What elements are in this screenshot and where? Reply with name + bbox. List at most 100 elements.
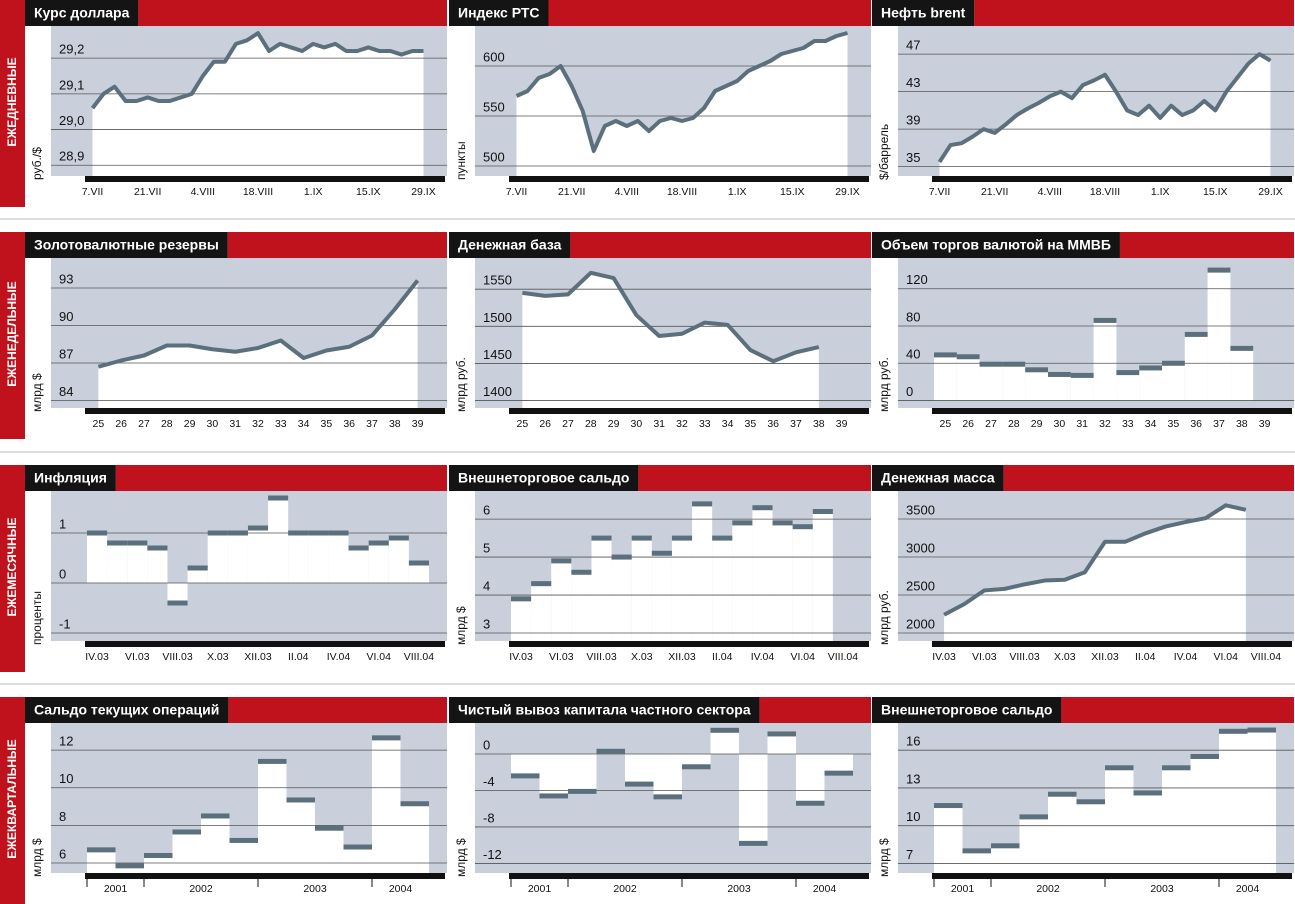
bar-cap [368,540,389,546]
x-tick-label: 31 [229,418,241,430]
bar [201,813,230,819]
bar-cap [1093,317,1117,323]
y-axis-label: млрд $ [30,838,44,877]
title-band [548,0,871,26]
bar-fill [328,533,349,583]
bar [172,829,201,835]
x-tick-label: 38 [389,418,401,430]
bar-fill [1139,367,1162,401]
y-tick-label: 6 [483,503,490,518]
bar [1184,331,1208,337]
bar [739,840,768,846]
bar-cap [732,520,753,526]
x-tick-label: 37 [790,418,802,430]
bar-cap [328,530,349,536]
x-tick-label: 4.VIII [1038,186,1063,198]
row-label: ЕЖЕМЕСЯЧНЫЕ [5,518,19,617]
x-tick-label: 2002 [189,883,213,895]
x-tick-label: 15.IX [1203,186,1228,198]
bar-cap [247,525,269,531]
title-box [449,0,549,26]
bar-fill [767,733,796,755]
x-tick-label: 35 [1168,418,1180,430]
title-band [1119,232,1294,258]
y-tick-label: 84 [59,384,73,399]
bar-cap [127,540,148,546]
x-axis-bar [932,641,1292,647]
bar-fill [368,543,389,583]
title-band [638,465,871,491]
bar [710,727,739,733]
bar [308,530,329,536]
x-tick-label: 28 [161,418,173,430]
bar-fill [1093,320,1117,401]
bar-cap [692,501,713,507]
y-tick-label: -4 [483,774,495,789]
bar-fill [979,364,1003,401]
bar [107,540,128,546]
x-tick-label: 31 [1076,418,1088,430]
x-tick-label: 35 [745,418,757,430]
y-axis-label: млрд $ [877,838,891,877]
bar-cap [739,840,768,846]
y-tick-label: 2000 [906,616,935,631]
bar [1162,765,1191,771]
x-tick-label: VIII.04 [828,651,859,663]
x-tick-label: 21.VII [558,186,585,198]
row-label: ЕЖЕКВАРТАЛЬНЫЕ [5,739,19,859]
marks [939,54,1271,176]
bar-fill [692,503,713,641]
bar-fill [187,568,208,583]
y-axis-label: руб./$ [30,147,44,180]
x-tick-label: 2004 [389,883,413,895]
bar [653,794,682,800]
bar [1230,345,1254,351]
bar [227,530,248,536]
bar [115,863,144,869]
x-tick-label: 26 [539,418,551,430]
bar-cap [258,758,287,764]
y-tick-label: 28,9 [59,149,84,164]
x-tick-label: 28 [1008,418,1020,430]
y-tick-label: 0 [906,384,913,399]
y-tick-label: 16 [906,734,920,749]
bar-fill [1230,348,1254,401]
bar-fill [258,761,287,873]
x-tick-label: 2003 [727,883,751,895]
area-fill [92,33,424,177]
row-band [0,0,25,207]
line [937,52,1272,164]
x-axis-bar [509,873,869,879]
bar [400,801,429,807]
x-tick-label: IV.04 [751,651,775,663]
bar-fill [288,533,309,583]
bar-fill [207,533,228,583]
bar [631,535,652,541]
bar-fill [1048,794,1077,873]
y-axis-label: млрд $ [454,838,468,877]
x-tick-label: 26 [115,418,127,430]
bar-cap [651,550,672,556]
y-tick-label: 120 [906,272,928,287]
area-fill [522,272,819,408]
title-box [449,697,760,723]
bar [167,600,188,606]
bar-fill [147,548,168,583]
x-axis-bar [85,641,445,647]
bar-fill [400,803,429,873]
bar-fill [511,598,532,641]
bar-cap [796,800,825,806]
x-tick-label: 2004 [813,883,837,895]
x-tick-label: 29 [184,418,196,430]
x-tick-label: VIII.03 [162,651,193,663]
y-tick-label: 8 [59,809,66,824]
bar [712,535,733,541]
bar-cap [1133,790,1162,796]
chart-title: Объем торгов валютой на ММВБ [881,237,1111,253]
bar-cap [991,843,1020,849]
x-tick-label: X.03 [631,651,653,663]
x-tick-label: VIII.04 [404,651,435,663]
bar-fill [268,498,289,583]
bar [1105,765,1134,771]
x-tick-label: VIII.03 [586,651,617,663]
